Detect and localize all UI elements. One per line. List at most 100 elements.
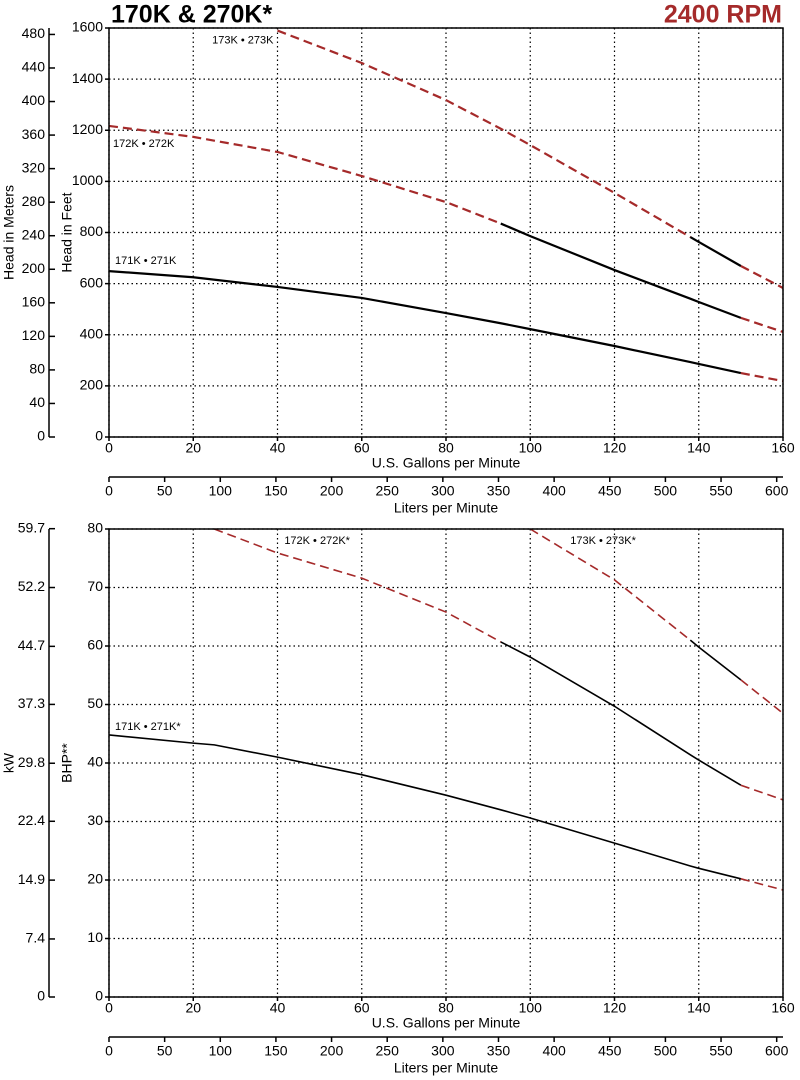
y2-tick-label: 360 bbox=[22, 126, 46, 142]
x2-tick-label: 150 bbox=[264, 483, 288, 499]
x-tick-label: 60 bbox=[354, 440, 370, 456]
x-tick-label: 140 bbox=[687, 440, 711, 456]
y-tick-label: 30 bbox=[87, 812, 103, 828]
curve-segment bbox=[108, 734, 742, 880]
x2-tick-label: 500 bbox=[654, 483, 678, 499]
x-tick-label: 80 bbox=[438, 440, 454, 456]
x2-tick-label: 200 bbox=[320, 483, 344, 499]
x2-tick-label: 300 bbox=[431, 483, 455, 499]
x2-tick-label: 350 bbox=[487, 1043, 511, 1059]
series-label: 173K • 273K bbox=[212, 34, 274, 46]
curve-segment bbox=[740, 679, 784, 714]
curve-segment bbox=[740, 784, 784, 801]
y-axis-label: Head in Feet bbox=[59, 192, 75, 272]
curve-segment bbox=[740, 265, 784, 289]
y-tick-label: 0 bbox=[95, 428, 103, 444]
x2-tick-label: 50 bbox=[157, 483, 173, 499]
curve-segment bbox=[740, 372, 784, 383]
x2-axis-label: Liters per Minute bbox=[394, 500, 498, 516]
x2-tick-label: 0 bbox=[105, 483, 113, 499]
x2-axis-label: Liters per Minute bbox=[394, 1060, 498, 1076]
y2-axis-label: Head in Meters bbox=[1, 185, 17, 280]
y2-tick-label: 0 bbox=[37, 428, 45, 444]
y2-tick-label: 22.4 bbox=[18, 812, 45, 828]
x2-tick-label: 100 bbox=[209, 1043, 233, 1059]
series-label: 171K • 271K bbox=[115, 255, 177, 267]
y-tick-label: 800 bbox=[80, 223, 104, 239]
chart-title: 170K & 270K* bbox=[111, 1, 272, 29]
y-tick-label: 1200 bbox=[72, 121, 103, 137]
curve-segment bbox=[108, 270, 742, 375]
x2-tick-label: 400 bbox=[542, 1043, 566, 1059]
x-tick-label: 40 bbox=[270, 440, 286, 456]
x-axis-label: U.S. Gallons per Minute bbox=[372, 1015, 521, 1031]
y-tick-label: 40 bbox=[87, 754, 103, 770]
x2-tick-label: 450 bbox=[598, 1043, 622, 1059]
x2-tick-label: 250 bbox=[376, 483, 400, 499]
curve-segment bbox=[277, 29, 691, 239]
y2-tick-label: 120 bbox=[22, 327, 46, 343]
series-label: 172K • 272K bbox=[113, 138, 175, 150]
y2-tick-label: 400 bbox=[22, 92, 46, 108]
y2-tick-label: 7.4 bbox=[26, 930, 46, 946]
y2-tick-label: 480 bbox=[22, 25, 46, 41]
x-tick-label: 160 bbox=[771, 1000, 795, 1016]
y-tick-label: 200 bbox=[80, 377, 104, 393]
curve-segment bbox=[500, 222, 742, 319]
x2-tick-label: 600 bbox=[765, 483, 789, 499]
y2-tick-label: 0 bbox=[37, 988, 45, 1004]
y-tick-label: 80 bbox=[87, 520, 103, 536]
x2-tick-label: 400 bbox=[542, 483, 566, 499]
x-tick-label: 120 bbox=[603, 440, 627, 456]
x-tick-label: 100 bbox=[519, 1000, 543, 1016]
y2-tick-label: 14.9 bbox=[18, 871, 45, 887]
y2-tick-label: 440 bbox=[22, 59, 46, 75]
x2-tick-label: 550 bbox=[709, 1043, 733, 1059]
x-tick-label: 60 bbox=[354, 1000, 370, 1016]
x-tick-label: 40 bbox=[270, 1000, 286, 1016]
x-axis-label: U.S. Gallons per Minute bbox=[372, 455, 521, 471]
y2-tick-label: 280 bbox=[22, 193, 46, 209]
y-tick-label: 600 bbox=[80, 274, 104, 290]
x2-tick-label: 300 bbox=[431, 1043, 455, 1059]
y-tick-label: 1600 bbox=[72, 19, 103, 35]
y-tick-label: 1000 bbox=[72, 172, 103, 188]
y2-tick-label: 240 bbox=[22, 226, 46, 242]
y-tick-label: 70 bbox=[87, 578, 103, 594]
chart-subtitle: 2400 RPM bbox=[664, 1, 782, 29]
x-tick-label: 20 bbox=[185, 1000, 201, 1016]
x2-tick-label: 450 bbox=[598, 483, 622, 499]
x-tick-label: 0 bbox=[105, 440, 113, 456]
y-tick-label: 20 bbox=[87, 871, 103, 887]
curve-segment bbox=[740, 316, 784, 333]
y-tick-label: 50 bbox=[87, 695, 103, 711]
x2-tick-label: 250 bbox=[376, 1043, 400, 1059]
x-tick-label: 140 bbox=[687, 1000, 711, 1016]
x-tick-label: 100 bbox=[519, 440, 543, 456]
x2-tick-label: 0 bbox=[105, 1043, 113, 1059]
plot-frame bbox=[108, 27, 784, 438]
x2-tick-label: 200 bbox=[320, 1043, 344, 1059]
y-tick-label: 0 bbox=[95, 988, 103, 1004]
y2-tick-label: 320 bbox=[22, 159, 46, 175]
series-label: 172K • 272K* bbox=[284, 535, 350, 547]
plot-frame bbox=[108, 528, 784, 998]
y2-tick-label: 200 bbox=[22, 260, 46, 276]
curve-segment bbox=[214, 528, 502, 643]
series-label: 171K • 271K* bbox=[115, 721, 181, 733]
y2-tick-label: 40 bbox=[29, 394, 45, 410]
y2-tick-label: 37.3 bbox=[18, 695, 45, 711]
x-tick-label: 160 bbox=[771, 440, 795, 456]
y2-tick-label: 44.7 bbox=[18, 637, 45, 653]
x-tick-label: 0 bbox=[105, 1000, 113, 1016]
curve-segment bbox=[500, 641, 742, 786]
y2-tick-label: 80 bbox=[29, 361, 45, 377]
x2-tick-label: 350 bbox=[487, 483, 511, 499]
x2-tick-label: 600 bbox=[765, 1043, 789, 1059]
x-tick-label: 80 bbox=[438, 1000, 454, 1016]
curve-segment bbox=[689, 639, 742, 681]
y-tick-label: 1400 bbox=[72, 70, 103, 86]
x-tick-label: 20 bbox=[185, 440, 201, 456]
curve-segment bbox=[689, 236, 742, 267]
